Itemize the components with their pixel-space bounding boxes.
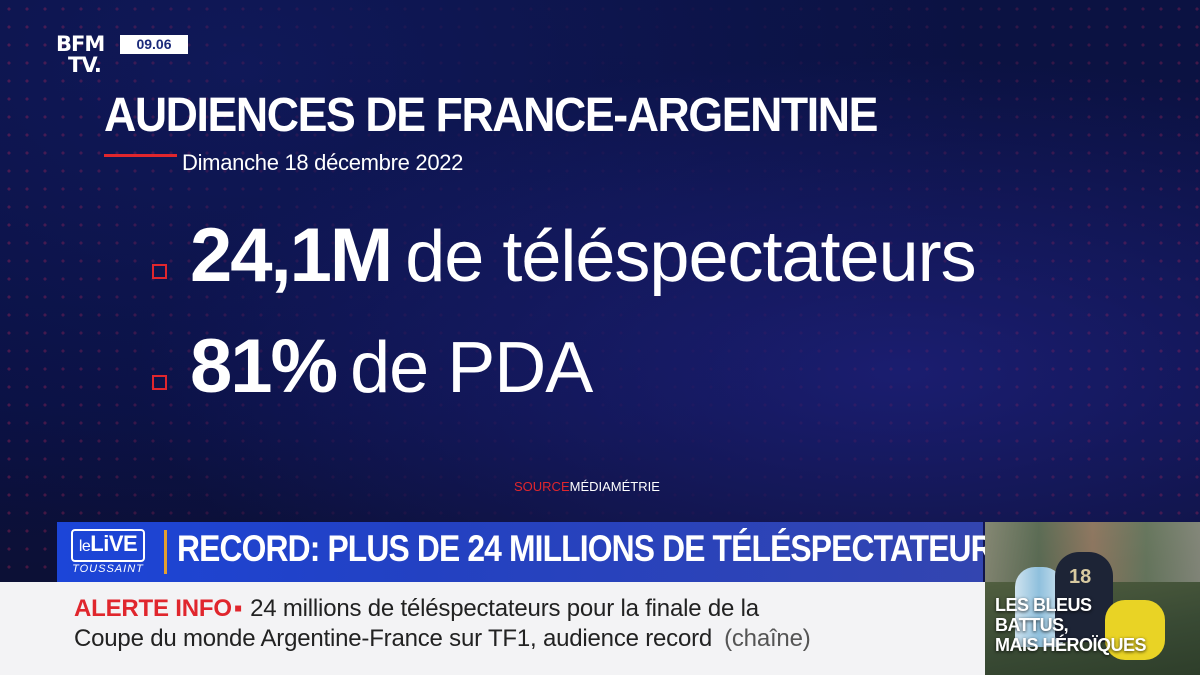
logo-line2: TV. bbox=[68, 53, 102, 77]
banner-divider bbox=[164, 530, 167, 574]
bullet-square-icon bbox=[152, 375, 167, 390]
program-logo: leLiVE TOUSSAINT bbox=[62, 529, 154, 575]
graphic-date: Dimanche 18 décembre 2022 bbox=[182, 150, 464, 175]
clock: 09.06 bbox=[120, 35, 188, 54]
source-name: MÉDIAMÉTRIE bbox=[569, 479, 660, 494]
program-subtitle: TOUSSAINT bbox=[72, 563, 144, 575]
stat-label: de téléspectateurs bbox=[405, 217, 976, 297]
logo-line1: BFM bbox=[56, 32, 105, 56]
source-tag: (chaîne) bbox=[724, 625, 811, 652]
news-ticker: ALERTE INFO▪ 24 millions de téléspectateu… bbox=[0, 582, 985, 675]
caption-line-1: LES BLEUS bbox=[995, 595, 1092, 615]
source-label: SOURCE bbox=[514, 479, 570, 494]
ticker-line-1: ALERTE INFO▪ 24 millions de téléspectateu… bbox=[74, 595, 759, 623]
alert-label: ALERTE INFO bbox=[74, 595, 232, 622]
title-underline bbox=[104, 154, 177, 157]
stat-label: de PDA bbox=[350, 328, 593, 408]
player-figure bbox=[1105, 600, 1165, 660]
ticker-line-2: Coupe du monde Argentine-France sur TF1,… bbox=[74, 625, 811, 653]
live-logo: leLiVE bbox=[70, 529, 146, 562]
stat-viewers: 24,1M de téléspectateurs bbox=[190, 212, 977, 299]
stat-value: 81% bbox=[190, 324, 338, 409]
caption-line-2: BATTUS, bbox=[995, 615, 1069, 635]
jersey-number: 18 bbox=[1069, 566, 1092, 588]
source-credit: SOURCEMÉDIAMÉTRIE bbox=[514, 479, 660, 494]
player-figure bbox=[1055, 552, 1113, 642]
ticker-text-1: 24 millions de téléspectateurs pour la f… bbox=[250, 595, 759, 622]
headline: RECORD: PLUS DE 24 MILLIONS DE TÉLÉSPECT… bbox=[177, 528, 1014, 569]
live-logo-live: LiVE bbox=[90, 531, 138, 556]
bullet-square-icon bbox=[152, 264, 167, 279]
stat-value: 24,1M bbox=[190, 213, 393, 298]
ticker-text-2: Coupe du monde Argentine-France sur TF1,… bbox=[74, 625, 713, 652]
stat-share: 81% de PDA bbox=[190, 323, 593, 410]
channel-logo: BFM TV. bbox=[56, 32, 105, 77]
alert-dot-icon: ▪ bbox=[233, 595, 243, 622]
headline-banner bbox=[57, 522, 983, 582]
live-logo-le: le bbox=[78, 538, 91, 555]
graphic-title: AUDIENCES DE FRANCE-ARGENTINE bbox=[104, 89, 878, 142]
caption-line-3: MAIS HÉROÏQUES bbox=[995, 635, 1147, 655]
video-thumbnail[interactable]: 18 LES BLEUS BATTUS, MAIS HÉROÏQUES bbox=[985, 522, 1200, 675]
thumbnail-caption: LES BLEUS BATTUS, MAIS HÉROÏQUES bbox=[995, 595, 1147, 655]
